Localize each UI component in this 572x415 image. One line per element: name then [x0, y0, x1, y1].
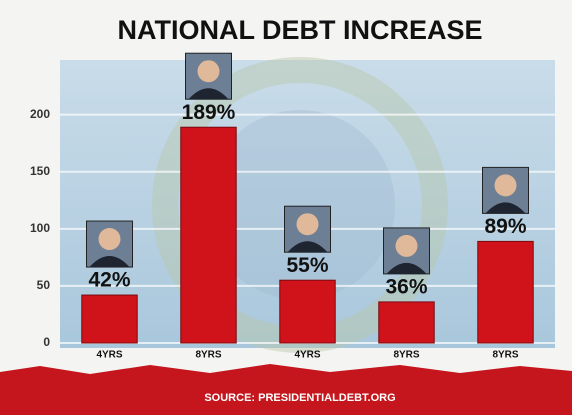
chart-title: NATIONAL DEBT INCREASE: [117, 15, 482, 45]
portrait-suit: [485, 202, 526, 214]
portrait-face: [98, 228, 121, 251]
value-label: 189%: [182, 101, 236, 124]
bar: [81, 294, 138, 344]
x-tick-label: 8YRS: [492, 350, 518, 361]
value-label: 55%: [286, 254, 328, 277]
seal-decoration: [205, 110, 395, 300]
source-note: SOURCE: PRESIDENTIALDEBT.ORG: [204, 392, 395, 404]
value-label: 89%: [484, 215, 526, 238]
portrait-suit: [386, 262, 427, 274]
portrait-face: [494, 174, 517, 197]
x-tick-label: 4YRS: [96, 350, 122, 361]
portrait-face: [197, 60, 220, 83]
portrait-suit: [287, 241, 328, 253]
value-label: 36%: [385, 275, 427, 298]
bar: [279, 279, 336, 344]
bar: [378, 301, 435, 344]
bar: [477, 240, 534, 344]
portrait-suit: [188, 88, 229, 100]
x-tick-label: 4YRS: [294, 350, 320, 361]
portrait-face: [296, 213, 319, 236]
portrait-suit: [89, 256, 130, 268]
x-tick-label: 8YRS: [195, 350, 221, 361]
y-tick-label: 100: [30, 221, 50, 235]
y-tick-label: 0: [43, 335, 50, 349]
y-tick-label: 50: [37, 278, 51, 292]
y-tick-label: 150: [30, 164, 50, 178]
y-tick-label: 200: [30, 107, 50, 121]
portrait-face: [395, 234, 418, 257]
x-tick-label: 8YRS: [393, 350, 419, 361]
plot: 0 50 100 150 200 4YRS 42% 8YRS 189% 4YRS 55% 8YRS 36…: [30, 52, 555, 361]
source-strip: [0, 364, 572, 415]
value-label: 42%: [88, 269, 130, 292]
bar: [180, 126, 237, 344]
